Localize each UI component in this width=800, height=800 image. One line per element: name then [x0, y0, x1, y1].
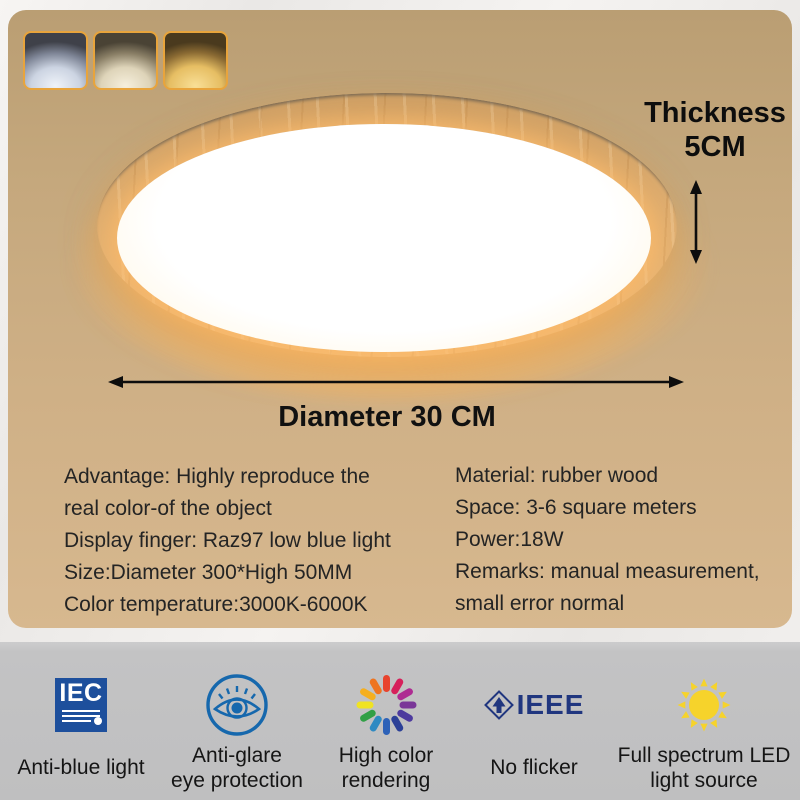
feature-label: Full spectrum LED light source — [617, 744, 791, 792]
specs-column-left: Advantage: Highly reproduce the real col… — [64, 461, 391, 621]
feature-anti-glare: Anti-glare eye protection — [162, 642, 312, 800]
warm-white-swatch — [163, 31, 228, 90]
feature-full-spectrum: Full spectrum LED light source — [608, 642, 800, 800]
spec-line: real color-of the object — [64, 497, 272, 520]
spec-line: small error normal — [455, 592, 625, 615]
spec-line: Color temperature:3000K-6000K — [64, 593, 368, 616]
ieee-logo-text: IEEE — [516, 689, 585, 720]
spec-line: Power:18W — [455, 528, 564, 551]
spec-line: Remarks: manual measurement, — [455, 560, 760, 583]
feature-high-color-rendering: High color rendering — [312, 642, 460, 800]
thickness-arrow-icon — [690, 180, 702, 264]
feature-no-flicker: IEEE No flicker — [460, 642, 608, 800]
color-spectrum-icon — [353, 672, 419, 738]
iec-logo-text: IEC — [59, 679, 103, 707]
thickness-label-line1: Thickness — [644, 97, 786, 129]
feature-anti-blue-light: IEC Anti-blue light — [0, 642, 162, 800]
features-banner: IEC Anti-blue light Anti- — [0, 642, 800, 800]
feature-label: Anti-glare eye protection — [171, 744, 303, 792]
color-temperature-swatches — [23, 31, 228, 90]
spec-line: Material: rubber wood — [455, 464, 659, 487]
spec-line: Display finger: Raz97 low blue light — [64, 529, 391, 552]
spec-line: Space: 3-6 square meters — [455, 496, 697, 519]
cool-white-swatch — [23, 31, 88, 90]
feature-label: Anti-blue light — [17, 756, 145, 779]
color-ray — [382, 718, 390, 735]
diameter-label: Diameter 30 CM — [278, 401, 496, 433]
iec-logo-icon: IEC — [55, 678, 107, 732]
sun-icon — [677, 678, 731, 732]
color-ray — [399, 701, 416, 709]
spec-line: Size:Diameter 300*High 50MM — [64, 561, 353, 584]
thickness-label: Thickness 5CM — [630, 96, 800, 164]
natural-white-swatch — [93, 31, 158, 90]
feature-label: No flicker — [490, 756, 578, 779]
diameter-arrow-icon — [108, 376, 684, 388]
thickness-label-line2: 5CM — [684, 131, 746, 163]
ceiling-lamp-diffuser — [117, 124, 651, 352]
anti-glare-eye-icon — [206, 674, 268, 736]
color-ray — [382, 675, 390, 692]
spec-line: Advantage: Highly reproduce the — [64, 465, 370, 488]
feature-label: High color rendering — [338, 744, 434, 792]
ieee-logo-icon: IEEE — [483, 689, 585, 721]
ieee-diamond-icon — [483, 690, 514, 720]
specs-column-right: Material: rubber wood Space: 3-6 square … — [455, 460, 760, 620]
color-ray — [356, 701, 373, 709]
